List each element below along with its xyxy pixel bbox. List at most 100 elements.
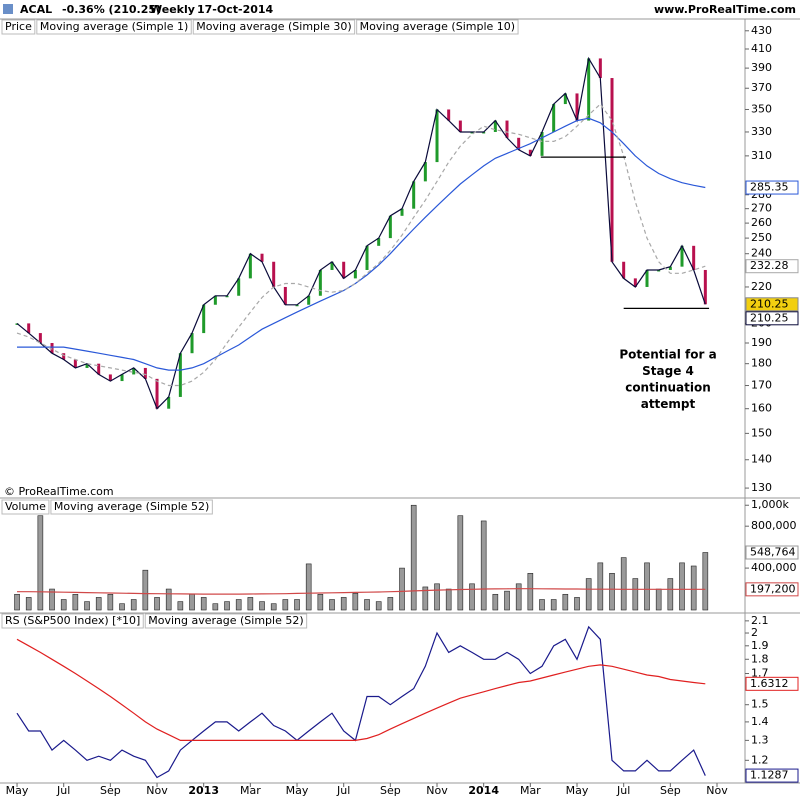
volume-bar xyxy=(235,599,242,611)
price-bar xyxy=(692,245,696,270)
price-bar xyxy=(143,367,147,379)
price-bar xyxy=(318,269,322,296)
value-tag-label: 548,764 xyxy=(750,546,796,559)
price-bar xyxy=(435,109,439,163)
y-tick-label: 220 xyxy=(751,280,772,293)
plot-area xyxy=(15,56,710,410)
value-tag-label: 210.25 xyxy=(750,297,789,310)
legend-box xyxy=(50,499,213,515)
symbol: ACAL xyxy=(20,3,52,16)
volume-bar xyxy=(667,578,674,611)
price-bar xyxy=(330,261,334,270)
volume-bar xyxy=(282,599,289,611)
volume-bar xyxy=(259,601,265,611)
volume-bar xyxy=(504,590,510,611)
price-bar xyxy=(622,261,626,279)
y-tick-label: 310 xyxy=(751,149,772,162)
y-tick-label: 330 xyxy=(751,125,772,138)
value-tag xyxy=(745,676,799,691)
annotation: Stage 4 xyxy=(642,364,694,378)
value-tag-label: 285.35 xyxy=(750,181,789,194)
price-bar xyxy=(517,137,521,150)
price-bar xyxy=(260,253,264,262)
price-bar xyxy=(50,343,54,354)
y-tick-label: 1.4 xyxy=(751,715,769,728)
price-bar xyxy=(400,208,404,216)
y-tick-label: 1,000k xyxy=(751,498,789,511)
price-bar xyxy=(120,374,124,382)
volume-bar xyxy=(84,601,90,611)
change: -0.36% (210.25) xyxy=(62,3,161,16)
period: Weekly xyxy=(150,3,195,16)
y-tick-label: 140 xyxy=(751,453,772,466)
y-tick-label: 150 xyxy=(751,426,772,439)
volume-bar xyxy=(352,592,359,611)
volume-bar xyxy=(422,586,429,611)
price-bar xyxy=(505,120,509,138)
volume-bar xyxy=(165,588,172,611)
price-bar xyxy=(73,359,77,368)
price-bar xyxy=(178,353,182,397)
price-bar xyxy=(155,378,159,409)
value-tag-label: 1.6312 xyxy=(750,677,789,690)
value-tag-label: 197,200 xyxy=(750,582,796,595)
volume-bar xyxy=(224,601,230,611)
volume-bar xyxy=(60,599,67,611)
price-bar xyxy=(225,295,229,298)
series-line xyxy=(16,638,706,741)
volume-bar xyxy=(305,563,312,611)
x-tick-label: 2013 xyxy=(188,784,219,797)
volume-bar xyxy=(177,601,184,611)
x-tick-label: Sep xyxy=(100,784,121,797)
volume-bar xyxy=(72,593,79,611)
value-tag xyxy=(745,259,799,274)
icon xyxy=(3,4,13,14)
annotation: Potential for a xyxy=(619,348,716,362)
legend-item: Moving average (Simple 52) xyxy=(148,614,303,627)
price-bar xyxy=(668,266,672,270)
price-bar xyxy=(213,295,217,305)
volume-bar xyxy=(434,583,440,611)
volume-bar xyxy=(445,588,452,611)
price-bar xyxy=(295,304,299,307)
price-bar xyxy=(202,304,206,334)
legend-item: RS (S&P500 Index) [*10] xyxy=(5,614,140,627)
volume-bar xyxy=(527,573,534,611)
price-bar xyxy=(167,396,171,409)
volume-bar xyxy=(142,569,149,611)
value-tag xyxy=(745,311,799,326)
x-tick-label: May xyxy=(566,784,589,797)
volume-bar xyxy=(690,565,697,611)
price-bar xyxy=(388,215,392,239)
price-bar xyxy=(458,120,462,132)
legend-item: Moving average (Simple 30) xyxy=(196,20,351,33)
y-tick-label: 400,000 xyxy=(751,561,797,574)
credit: © ProRealTime.com xyxy=(4,485,114,498)
annotation: continuation xyxy=(625,381,711,395)
volume-bar xyxy=(119,603,125,611)
volume-bar xyxy=(515,583,522,611)
y-tick-label: 370 xyxy=(751,81,772,94)
volume-bar xyxy=(539,599,545,611)
value-tag-label: 210.25 xyxy=(750,311,789,324)
value-tag xyxy=(745,768,799,783)
x-tick-label: May xyxy=(286,784,309,797)
volume-bar xyxy=(49,588,55,611)
volume-bar xyxy=(375,601,382,611)
volume-bar xyxy=(14,593,20,611)
y-tick-label: 180 xyxy=(751,357,772,370)
x-tick-label: Mar xyxy=(520,784,541,797)
price-bar xyxy=(552,104,556,132)
price-bar xyxy=(657,269,661,272)
annotation: attempt xyxy=(641,397,696,411)
y-tick-label: 270 xyxy=(751,202,772,215)
y-tick-label: 390 xyxy=(751,61,772,74)
volume-bar xyxy=(644,562,650,611)
volume-bar xyxy=(492,593,499,611)
x-tick-label: Nov xyxy=(706,784,728,797)
y-tick-label: 240 xyxy=(751,247,772,260)
volume-bar xyxy=(387,597,394,611)
legend-box xyxy=(192,19,356,35)
plot-area xyxy=(16,625,706,779)
